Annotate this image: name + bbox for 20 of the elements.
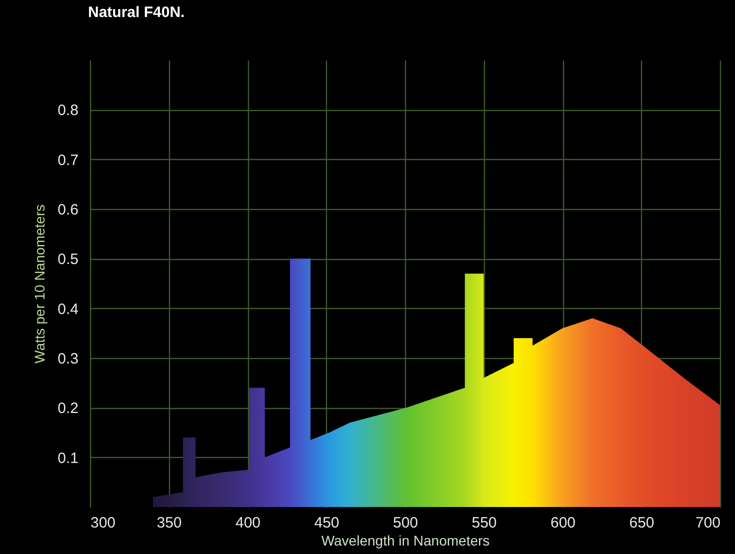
- x-tick-label: 350: [156, 514, 182, 532]
- y-tick-label: 0.2: [58, 400, 78, 418]
- y-tick-label: 0.8: [58, 102, 78, 120]
- x-tick-label: 650: [629, 514, 654, 532]
- y-tick-label: 0.5: [58, 251, 78, 268]
- y-tick-label: 0.6: [58, 202, 78, 218]
- y-tick-label: 0.7: [58, 152, 78, 169]
- x-tick-label: 450: [314, 514, 340, 532]
- x-tick-label: 300: [90, 514, 116, 532]
- chart-title: Natural F40N.: [88, 4, 185, 21]
- x-tick-label: 600: [550, 514, 576, 532]
- x-tick-label: 400: [235, 514, 261, 532]
- y-tick-label: 0.1: [58, 450, 78, 467]
- x-tick-label: 550: [472, 514, 497, 532]
- x-axis-title: Wavelength in Nanometers: [321, 532, 490, 548]
- y-axis-title: Watts per 10 Nanometers: [32, 204, 48, 364]
- x-tick-label: 700: [695, 514, 720, 532]
- y-tick-label: 0.4: [58, 300, 78, 318]
- x-tick-label: 500: [392, 514, 418, 532]
- y-tick-label: 0.3: [58, 350, 78, 368]
